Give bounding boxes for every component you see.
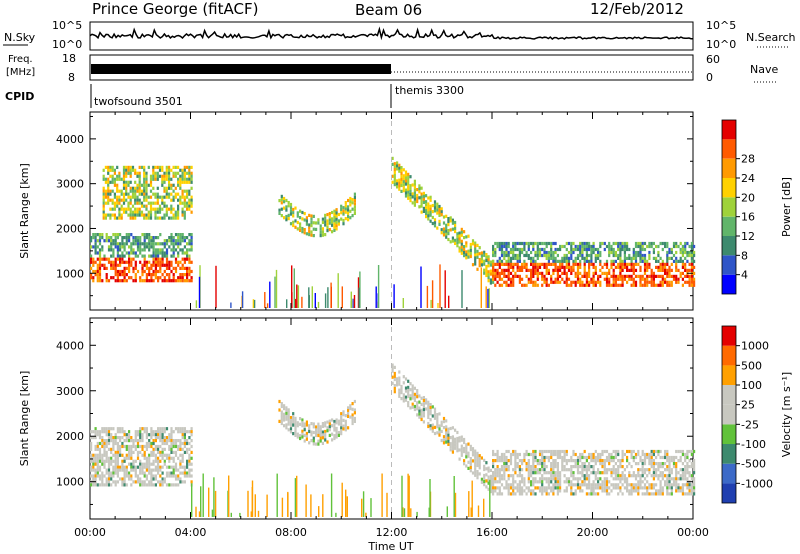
colorbar-segment (722, 404, 736, 425)
y-tick-label: 1000 (56, 476, 84, 489)
colorbar-segment (722, 424, 736, 444)
freq-tick-top: 18 (62, 52, 76, 65)
nave-tick-bottom: 0 (706, 71, 713, 84)
nsearch-label: N.Search (746, 31, 796, 44)
colorbar-segment (722, 178, 736, 198)
colorbar-tick-label: 20 (741, 191, 755, 204)
y-tick-label: 1000 (56, 267, 84, 280)
echo-region (391, 156, 495, 285)
colorbar-segment (722, 385, 736, 405)
y-tick-label: 4000 (56, 133, 84, 146)
nave-label: Nave (750, 63, 778, 76)
colorbar-segment (722, 274, 736, 294)
colorbar-segment (722, 197, 736, 217)
date-label: 12/Feb/2012 (590, 0, 684, 18)
y-tick-label: 4000 (56, 339, 84, 352)
echo-region (278, 192, 356, 238)
colorbar-segment (722, 255, 736, 275)
colorbar-segment (722, 444, 736, 464)
y-tick-label: 3000 (56, 178, 84, 191)
cpid-program-1: twofsound 3501 (94, 95, 183, 108)
y-axis-label: Slant Range [km] (18, 371, 31, 467)
y-tick-label: 3000 (56, 385, 84, 398)
x-tick-label: 04:00 (175, 526, 207, 539)
colorbar-tick-label: 8 (741, 249, 748, 262)
y-tick-label: 2000 (56, 430, 84, 443)
freq-label-line1: Freq. (8, 54, 33, 65)
colorbar-tick-label: 28 (741, 153, 755, 166)
nsky-right-tick-bottom: 10^0 (706, 38, 736, 51)
cpid-label: CPID (5, 90, 34, 103)
echo-region (102, 165, 193, 220)
nsky-right-tick-top: 10^5 (706, 19, 736, 32)
colorbar-tick-label: -25 (741, 418, 759, 431)
x-tick-label: 00:00 (74, 526, 106, 539)
colorbar-label: Velocity [m s⁻¹] (780, 372, 793, 457)
freq-panel: Freq. [MHz] 18 8 60 0 Nave (6, 52, 778, 84)
near-range-echoes (191, 473, 491, 517)
cpid-program-2: themis 3300 (395, 84, 464, 97)
colorbar: 4 8 12 16 20 24 28 Power [dB] (721, 119, 793, 295)
x-tick-label: 00:00 (677, 526, 709, 539)
cpid-panel: CPID twofsound 3501 themis 3300 (5, 84, 464, 108)
colorbar-segment (722, 236, 736, 256)
echo-region (492, 241, 696, 287)
colorbar-tick-label: 25 (741, 399, 755, 412)
time-axis: 00:00 04:00 08:00 12:00 16:00 20:00 00:00 Time … (74, 526, 709, 553)
freq-bar (91, 64, 391, 74)
x-tick-label: 20:00 (577, 526, 609, 539)
nsky-panel: N.Sky 10^5 10^0 10^5 10^0 N.Search (3, 19, 796, 51)
freq-tick-bottom: 8 (68, 71, 75, 84)
echo-region (90, 427, 193, 487)
colorbar-tick-label: -1000 (741, 477, 773, 490)
echo-region (492, 449, 696, 496)
colorbar-segment (722, 158, 736, 178)
x-tick-label: 12:00 (376, 526, 408, 539)
echo-region (278, 399, 356, 446)
freq-label-line2: [MHz] (6, 67, 35, 78)
echo-region (90, 233, 193, 283)
colorbar-tick-label: 500 (741, 359, 762, 372)
colorbar-segment (722, 463, 736, 484)
colorbar-segment (722, 483, 736, 503)
colorbar-segment (722, 139, 736, 159)
colorbar-tick-label: 100 (741, 379, 762, 392)
colorbar-tick-label: 4 (741, 269, 748, 282)
colorbar-tick-label: 24 (741, 172, 755, 185)
colorbar-tick-label: 12 (741, 230, 755, 243)
y-axis-label: Slant Range [km] (18, 163, 31, 259)
x-axis-label: Time UT (367, 540, 413, 553)
beam-label: Beam 06 (355, 1, 422, 19)
colorbar: 1000 500 100 25 -25 -100 -500 -1000 Velocity [m … (721, 325, 793, 504)
nave-tick-top: 60 (706, 53, 720, 66)
nsky-trace (89, 26, 693, 41)
colorbar-segment (722, 365, 736, 385)
colorbar-tick-label: 16 (741, 211, 755, 224)
plot-title: Prince George (fitACF) (92, 0, 258, 18)
colorbar-segment (722, 326, 736, 346)
colorbar-segment (722, 120, 736, 140)
nsky-tick-bottom: 10^0 (52, 38, 82, 51)
colorbar-tick-label: -500 (741, 458, 766, 471)
nsky-label: N.Sky (4, 31, 36, 44)
colorbar-segment (722, 345, 736, 366)
nsky-tick-top: 10^5 (52, 19, 82, 32)
near-range-echoes (195, 264, 490, 308)
power-panel: 1000 2000 3000 4000 Slant Range [km] 4 8 12 16 20… (18, 111, 793, 311)
colorbar-segment (722, 216, 736, 236)
colorbar-tick-label: -100 (741, 438, 766, 451)
echo-region (391, 363, 495, 494)
x-tick-label: 08:00 (275, 526, 307, 539)
x-tick-label: 16:00 (476, 526, 508, 539)
colorbar-label: Power [dB] (780, 177, 793, 237)
y-tick-label: 2000 (56, 222, 84, 235)
colorbar-tick-label: 1000 (741, 340, 769, 353)
